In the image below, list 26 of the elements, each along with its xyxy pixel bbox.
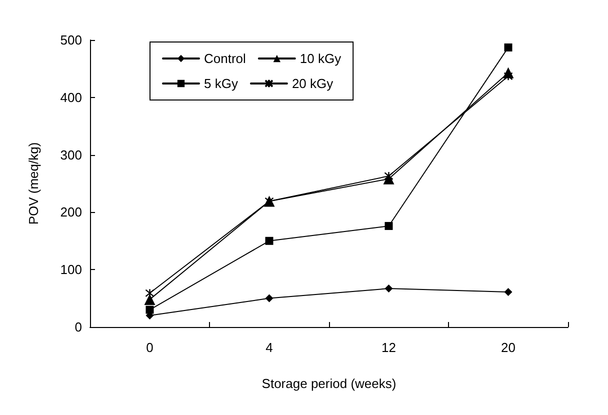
point [384,284,393,293]
x-tick-label: 20 [501,340,516,355]
y-axis-title: POV (meq/kg) [26,142,41,225]
legend-label: 10 kGy [300,51,342,66]
y-tick-label: 0 [74,320,82,334]
x-tick-label: 12 [382,340,396,355]
point [265,236,274,245]
y-tick-label: 300 [60,147,82,162]
point [144,294,156,305]
x-tick-label: 4 [266,340,273,355]
y-tick-label: 400 [60,90,82,105]
point [146,306,154,314]
legend-label: Control [204,51,246,66]
point [504,72,513,81]
point [384,171,394,181]
x-axis-title: Storage period (weeks) [262,376,396,391]
y-tick-label: 100 [60,262,82,278]
legend-label: 20 kGy [292,76,334,91]
y-tick-label: 200 [60,204,82,220]
y-tick-label: 500 [60,32,82,48]
point [504,43,512,52]
point [265,294,274,302]
point [504,288,512,296]
point [384,222,393,230]
legend-label: 5 kGy [204,76,238,91]
x-tick-label: 0 [146,340,154,355]
